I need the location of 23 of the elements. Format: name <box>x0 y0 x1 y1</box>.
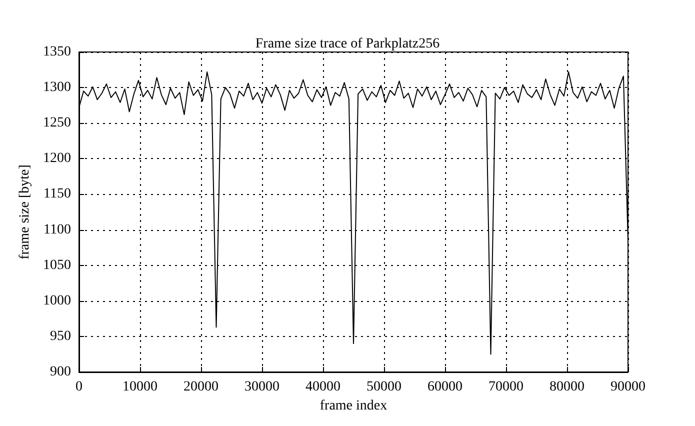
y-tick-label: 1100 <box>44 222 71 238</box>
chart-title: Frame size trace of Parkplatz256 <box>255 36 440 52</box>
y-tick-label: 1250 <box>43 116 71 131</box>
x-tick-label: 90000 <box>610 380 646 394</box>
y-tick-label: 950 <box>50 328 71 344</box>
x-tick-label: 40000 <box>306 380 340 394</box>
x-tick-label: 60000 <box>428 380 462 394</box>
x-tick-label: 50000 <box>366 380 402 394</box>
x-tick-label: 0 <box>76 380 82 394</box>
x-tick-label: 30000 <box>244 380 280 394</box>
y-tick-label: 1050 <box>43 258 71 273</box>
y-tick-label: 1200 <box>43 151 71 166</box>
y-tick-label: 1150 <box>44 186 71 202</box>
x-tick-label: 80000 <box>550 380 584 394</box>
y-tick-label: 1350 <box>43 44 71 60</box>
y-axis-title: frame size [byte] <box>18 164 33 260</box>
y-tick-label: 1300 <box>43 80 71 96</box>
x-axis-title: frame index <box>320 398 388 414</box>
y-tick-label: 900 <box>50 364 71 380</box>
x-tick-label: 20000 <box>184 380 218 394</box>
y-tick-label: 1000 <box>43 293 71 308</box>
x-tick-label: 10000 <box>122 380 158 394</box>
x-tick-label: 70000 <box>488 380 524 394</box>
